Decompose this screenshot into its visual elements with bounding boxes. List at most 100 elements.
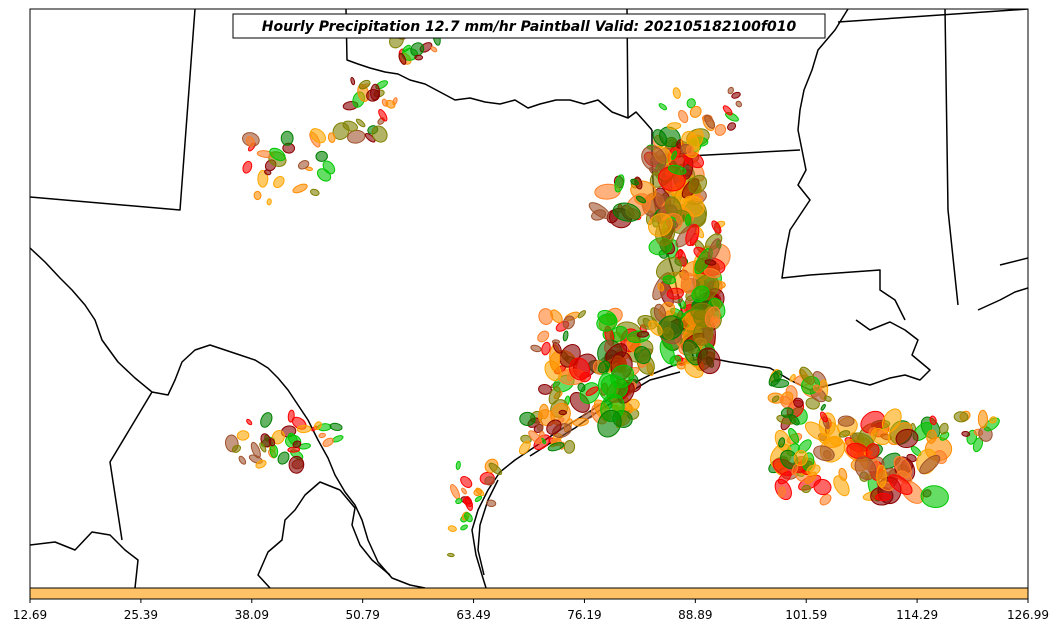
mx-state-line-4: [339, 489, 391, 576]
precip-blob: [874, 493, 892, 502]
precip-blob: [929, 415, 937, 426]
precip-blob: [711, 220, 722, 234]
precip-blob: [657, 282, 665, 292]
precip-blob: [537, 330, 550, 343]
precip-blob: [292, 440, 302, 449]
precip-blob: [366, 88, 381, 102]
precip-blob: [484, 476, 496, 486]
precip-blob: [641, 145, 667, 172]
precip-blob: [636, 330, 650, 338]
precip-blob: [585, 386, 599, 396]
al-coast: [977, 287, 1028, 311]
precip-blob: [926, 429, 937, 444]
precip-blob: [546, 419, 562, 435]
precip-paintball-layer: [225, 29, 1000, 558]
precip-blob: [806, 464, 821, 476]
precip-blob: [246, 418, 253, 426]
precip-blob: [577, 382, 586, 392]
precip-blob: [727, 122, 737, 131]
colorbar-tick-label: 12.69: [13, 608, 47, 622]
padre-island: [477, 479, 499, 576]
precip-blob: [242, 160, 253, 174]
precip-blob: [688, 174, 708, 194]
precip-blob: [342, 120, 358, 132]
precip-blob: [292, 183, 308, 194]
precip-blob: [689, 105, 702, 118]
precip-blob: [298, 160, 310, 170]
precip-blob: [823, 395, 832, 402]
precip-blob: [647, 213, 673, 237]
precip-blob: [838, 430, 851, 438]
precip-blob: [273, 176, 285, 189]
precip-blob: [714, 124, 727, 136]
precip-blob: [350, 77, 356, 86]
precip-blob: [268, 438, 276, 447]
precip-blob: [672, 87, 681, 99]
precip-blob: [538, 383, 552, 395]
precip-blob: [329, 422, 343, 431]
precip-blob: [686, 145, 695, 156]
precip-blob: [820, 411, 828, 423]
rio-grande: [30, 247, 426, 588]
precip-blob: [854, 456, 877, 481]
precip-blob: [541, 341, 551, 356]
ms-al-border: [944, 9, 959, 306]
precip-blob: [474, 495, 483, 503]
precip-blob: [250, 441, 261, 459]
precip-blob: [558, 409, 568, 416]
precip-blob: [612, 202, 641, 222]
precip-blob: [799, 366, 815, 385]
precip-blob: [486, 499, 497, 508]
precip-blob: [309, 188, 320, 197]
precip-blob: [634, 346, 651, 365]
precip-blob: [402, 44, 411, 53]
precip-blob: [652, 129, 668, 147]
precip-blob: [666, 287, 684, 300]
precip-blob: [731, 91, 741, 99]
precip-blob: [591, 209, 607, 221]
precip-blob: [813, 478, 832, 496]
precip-blob: [697, 347, 721, 375]
precip-blob: [410, 42, 425, 57]
precip-blob: [488, 462, 503, 476]
colorbar-tick-label: 50.79: [345, 608, 379, 622]
mx-state-line-3: [257, 481, 341, 588]
precip-blob: [577, 310, 586, 319]
precip-blob: [430, 46, 438, 53]
precip-blob: [518, 440, 531, 455]
precip-blob: [462, 497, 473, 507]
precip-blob: [572, 417, 589, 427]
colorbar-tick-label: 76.19: [567, 608, 601, 622]
precip-blob: [385, 99, 396, 109]
precip-blob: [703, 268, 721, 279]
precip-blob: [813, 445, 835, 462]
precip-blob: [614, 174, 625, 193]
precip-blob: [770, 379, 790, 389]
precip-blob: [238, 455, 247, 465]
precip-blob: [655, 257, 682, 281]
precip-blob: [793, 449, 808, 467]
colorbar-tick-label: 38.09: [235, 608, 269, 622]
precip-blob: [378, 108, 388, 122]
map-frame: [29, 8, 1029, 589]
precip-blob: [778, 437, 786, 448]
precip-blob: [245, 136, 255, 147]
precip-blob: [550, 309, 563, 324]
colorbar-tick-label: 126.99: [1007, 608, 1049, 622]
precip-blob: [779, 395, 795, 410]
precip-blob: [600, 374, 628, 399]
precip-blob: [562, 315, 575, 330]
precip-blob: [895, 428, 919, 449]
precip-blob: [371, 125, 388, 143]
precip-blob: [414, 54, 424, 61]
precip-blob: [519, 411, 536, 427]
precip-blob: [231, 444, 242, 453]
precip-blob: [287, 409, 295, 423]
precip-blob: [264, 169, 272, 176]
precip-blob: [315, 150, 328, 162]
precip-blob: [788, 414, 800, 426]
colorbar-tick-label: 25.39: [124, 608, 158, 622]
precip-blob: [961, 430, 971, 437]
